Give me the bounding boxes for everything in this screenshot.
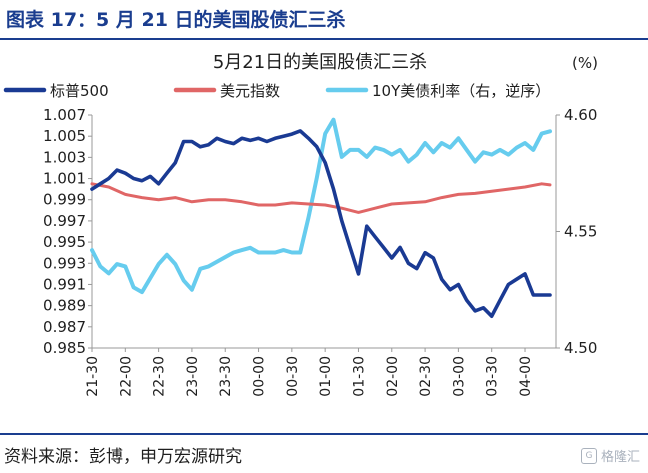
x-tick-label: 21-30: [85, 356, 101, 397]
footer-rule: [0, 433, 648, 435]
x-tick-label: 02-00: [385, 356, 401, 397]
left-tick-label: 0.999: [43, 191, 86, 209]
x-tick-label: 04-00: [518, 356, 534, 397]
figure-title: 图表 17：5 月 21 日的美国股债汇三杀: [6, 9, 346, 31]
source-note: 资料来源：彭博，申万宏源研究: [4, 447, 242, 467]
legend-label-1: 美元指数: [220, 82, 280, 100]
series-line-0: [90, 129, 552, 319]
header-rule: [0, 38, 648, 40]
left-tick-label: 0.995: [43, 233, 86, 251]
x-tick-label: 23-30: [218, 356, 234, 397]
x-tick-label: 22-00: [118, 356, 134, 397]
plot-area: 1.007 1.005 1.003 1.001 0.999 0.997 0.995 0.993…: [43, 106, 597, 397]
left-tick-label: 0.987: [43, 318, 86, 336]
watermark: G 格隆汇: [580, 446, 640, 465]
watermark-text: 格隆汇: [600, 450, 640, 465]
left-tick-label: 0.985: [43, 339, 86, 357]
left-tick-label: 1.003: [43, 148, 86, 166]
x-tick-label: 22-30: [152, 356, 168, 397]
x-tick-label: 23-00: [185, 356, 201, 397]
figure-header: 图表 17：5 月 21 日的美国股债汇三杀: [0, 0, 648, 40]
x-tick-label: 03-00: [451, 356, 467, 397]
legend-label-2: 10Y美债利率（右，逆序）: [372, 82, 550, 100]
series-line-1: [90, 182, 552, 214]
legend-label-0: 标普500: [50, 82, 109, 100]
x-tick-label: 01-30: [351, 356, 367, 397]
left-tick-label: 1.007: [43, 106, 86, 124]
left-tick-label: 0.989: [43, 297, 86, 315]
left-tick-label: 0.993: [43, 254, 86, 272]
x-tick-label: 00-30: [285, 356, 301, 397]
right-tick-label: 4.55: [564, 223, 597, 241]
x-tick-label: 02-30: [418, 356, 434, 397]
right-tick-label: 4.50: [564, 339, 597, 357]
x-tick-label: 03-30: [485, 356, 501, 397]
watermark-logo-icon: G: [580, 447, 597, 464]
left-tick-label: 0.997: [43, 212, 86, 230]
chart: 5月21日的美国股债汇三杀 (%) 标普500 美元指数 10Y美债利率（右，逆序）…: [3, 52, 598, 397]
left-tick-label: 0.991: [43, 275, 86, 293]
legend: 标普500 美元指数 10Y美债利率（右，逆序）: [3, 82, 550, 100]
left-tick-label: 1.001: [43, 170, 86, 188]
right-tick-label: 4.60: [564, 106, 597, 124]
chart-title: 5月21日的美国股债汇三杀: [213, 52, 427, 73]
right-axis-unit: (%): [572, 54, 598, 72]
x-tick-label: 01-00: [318, 356, 334, 397]
left-tick-label: 1.005: [43, 127, 86, 145]
x-tick-label: 00-00: [252, 356, 268, 397]
